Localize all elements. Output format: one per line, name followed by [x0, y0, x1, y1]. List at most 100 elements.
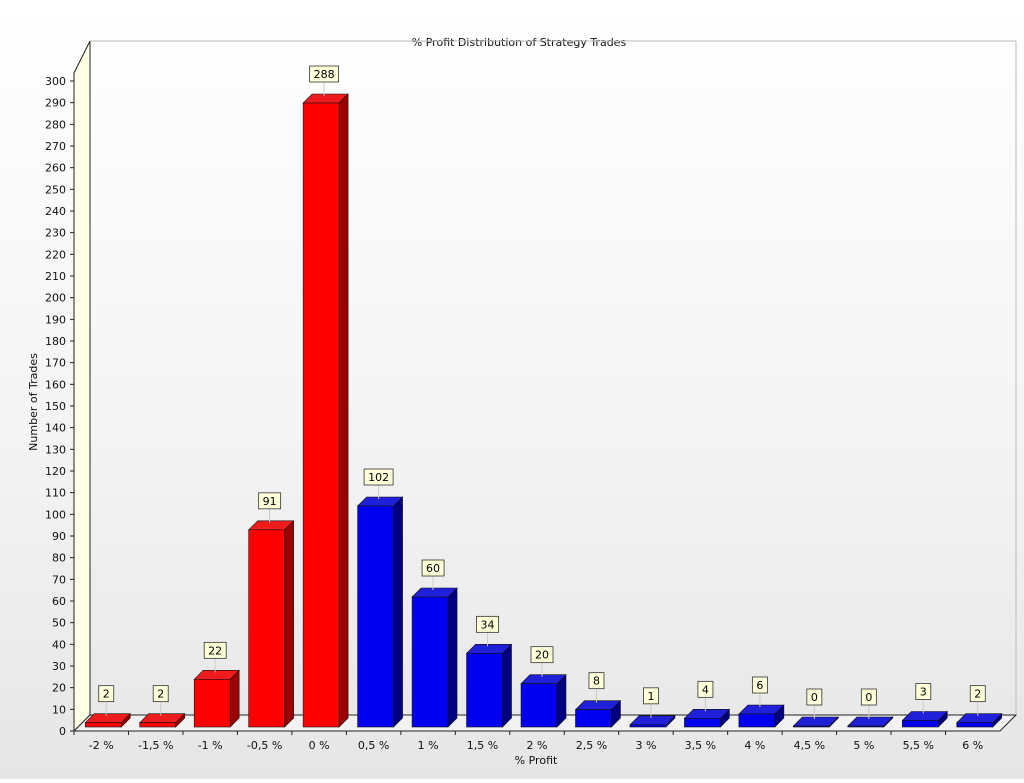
data-label-text: 4 [702, 683, 709, 696]
data-label-box [697, 680, 714, 698]
data-label-text: 20 [535, 649, 549, 662]
data-label: 22 [203, 641, 227, 673]
data-label-text: 1 [647, 690, 654, 703]
bar [139, 712, 186, 728]
x-tick-label: 3,5 % [685, 739, 716, 752]
y-tick-label: 110 [45, 487, 66, 500]
x-tick-label: 4,5 % [794, 739, 825, 752]
bar-front [84, 722, 122, 728]
bar-front [193, 679, 231, 728]
x-tick-label: 4 % [744, 739, 765, 752]
bar-front [411, 596, 449, 728]
data-label: 2 [98, 685, 115, 716]
data-label-box [751, 676, 768, 694]
y-tick-label: 20 [52, 682, 66, 695]
y-tick-label: 240 [45, 205, 66, 218]
y-axis-title: Number of Trades [27, 353, 40, 451]
data-label-text: 288 [314, 68, 335, 81]
x-tick-label: 1 % [418, 739, 439, 752]
y-tick-label: 70 [52, 573, 66, 586]
bar [683, 708, 731, 728]
x-tick-label: 2 % [527, 739, 548, 752]
bar [956, 712, 1003, 728]
data-label-box [309, 65, 340, 83]
data-label-text: 22 [208, 644, 222, 657]
bar [629, 715, 676, 728]
data-label: 2 [969, 685, 986, 716]
y-tick-label: 300 [45, 75, 66, 88]
y-tick-label: 100 [45, 508, 66, 521]
bar-side [393, 496, 403, 728]
y-tick-label: 30 [52, 660, 66, 673]
data-label-box [915, 683, 932, 700]
x-tick-label: 1,5 % [467, 739, 498, 752]
y-tick-label: 220 [45, 248, 66, 261]
y-tick-label: 120 [45, 465, 66, 478]
data-label-text: 60 [426, 562, 440, 575]
plot-frame [72, 40, 1018, 733]
bar-front [466, 653, 503, 728]
data-label: 4 [697, 680, 714, 712]
x-tick-label: 6 % [962, 739, 983, 752]
bar-front [248, 529, 285, 728]
data-label-box [421, 559, 445, 577]
y-axis-ticks: 0 10 20 30 40 50 60 70 80 90 100 110 120 130 140 150 160… [45, 75, 74, 738]
data-label-box [530, 646, 554, 664]
data-label-text: 102 [368, 471, 389, 484]
bar [302, 93, 349, 728]
data-label-text: 6 [756, 679, 763, 692]
data-label-box [806, 688, 823, 706]
bar-front [629, 724, 667, 728]
data-label: 20 [530, 646, 554, 677]
back-wall [90, 41, 1016, 715]
y-tick-label: 10 [52, 703, 66, 716]
bar-side [447, 587, 458, 728]
bar-front [575, 709, 612, 728]
data-label-box [152, 685, 169, 703]
y-tick-label: 210 [45, 270, 66, 283]
left-wall [73, 40, 91, 733]
bar [356, 496, 404, 728]
bar-side [338, 93, 349, 728]
y-tick-label: 280 [45, 118, 66, 131]
y-tick-label: 90 [52, 530, 66, 543]
bar-front [793, 725, 830, 728]
data-label-box [643, 687, 659, 705]
data-label-box [588, 672, 605, 690]
y-tick-label: 250 [45, 183, 66, 196]
bar-front [520, 683, 558, 728]
bar [247, 520, 295, 728]
data-label: 102 [363, 468, 394, 499]
y-tick-label: 270 [45, 140, 66, 153]
bar-front [302, 102, 340, 728]
bar-front [738, 713, 776, 728]
data-label: 91 [258, 492, 282, 523]
bar [84, 712, 131, 728]
data-label-text: 3 [920, 686, 927, 699]
bar [411, 587, 458, 728]
bar-front [902, 720, 939, 728]
bar [847, 716, 894, 728]
data-label-text: 0 [811, 691, 818, 704]
data-label-box [258, 492, 282, 510]
y-tick-label: 40 [52, 638, 66, 651]
data-label: 60 [421, 559, 445, 590]
bar-front [357, 505, 394, 728]
chart-title: % Profit Distribution of Strategy Trades [412, 36, 627, 49]
data-label-text: 8 [593, 675, 600, 688]
data-label-text: 34 [481, 618, 495, 631]
y-tick-label: 190 [45, 313, 66, 326]
x-tick-label: -0,5 % [247, 739, 282, 752]
data-label: 3 [915, 683, 932, 714]
data-label: 2 [152, 685, 169, 716]
x-tick-label: 2,5 % [576, 739, 607, 752]
x-tick-label: -2 % [89, 739, 114, 752]
data-label-text: 91 [263, 495, 277, 508]
y-tick-label: 290 [45, 97, 66, 110]
data-label: 1 [643, 687, 659, 718]
bar-front [956, 722, 994, 728]
data-label-text: 2 [974, 688, 981, 701]
